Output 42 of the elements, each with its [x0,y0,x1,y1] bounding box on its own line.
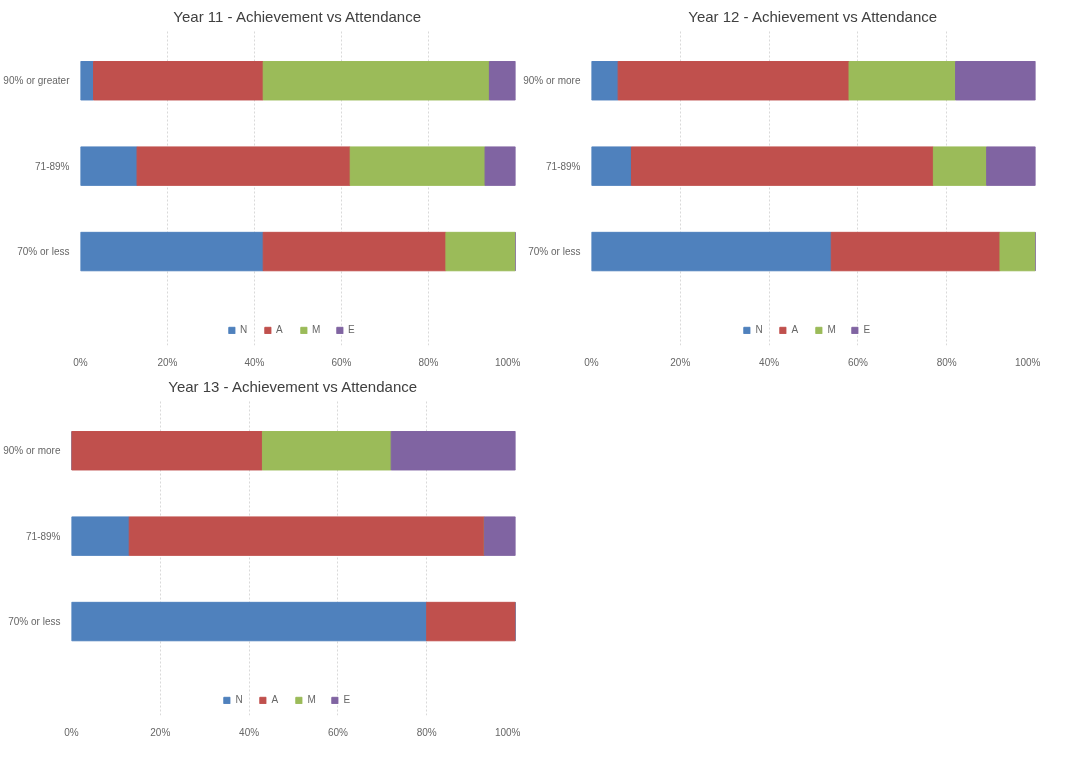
y-tick-label: 71-89% [35,160,70,172]
legend-label: N [755,324,764,335]
x-tick-label: 20% [157,356,178,368]
x-tick-label: 100% [1014,356,1041,368]
x-tick-label: 0% [584,356,599,368]
x-tick-label: 0% [73,356,88,368]
legend-label: N [235,694,244,705]
legend-label: A [791,324,800,335]
legend-label: M [307,694,317,705]
x-tick-label: 40% [244,356,265,368]
legend-label: N [240,324,249,335]
x-tick-label: 60% [331,356,352,368]
legend-label: E [348,324,356,335]
x-tick-label: 100% [494,726,521,738]
y-tick-label: 90% or more [523,75,581,87]
chart-title: Year 12 - Achievement vs Attendance [688,7,938,25]
y-tick-label: 90% or greater [3,75,71,87]
y-tick-label: 70% or less [8,616,61,628]
x-tick-label: 80% [418,356,439,368]
x-tick-label: 40% [239,726,260,738]
x-tick-label: 80% [936,356,957,368]
y-tick-label: 70% or less [17,246,70,258]
legend-label: M [312,324,322,335]
x-tick-label: 40% [759,356,780,368]
chart-title: Year 13 - Achievement vs Attendance [168,377,418,395]
x-tick-label: 100% [494,356,521,368]
x-tick-label: 60% [327,726,349,738]
x-tick-label: 0% [64,726,79,738]
x-tick-label: 60% [847,356,869,368]
legend-label: E [343,694,352,705]
legend-label: A [271,694,280,705]
y-tick-label: 71-89% [546,160,581,172]
y-tick-label: 70% or less [528,246,581,258]
x-tick-label: 20% [670,356,691,368]
y-tick-label: 71-89% [26,530,61,542]
x-tick-label: 80% [416,726,437,738]
legend-label: M [827,324,837,335]
x-tick-label: 20% [150,726,171,738]
legend-label: A [276,324,284,335]
chart-title: Year 11 - Achievement vs Attendance [173,7,422,25]
legend-label: E [863,324,872,335]
y-tick-label: 90% or more [3,445,61,457]
